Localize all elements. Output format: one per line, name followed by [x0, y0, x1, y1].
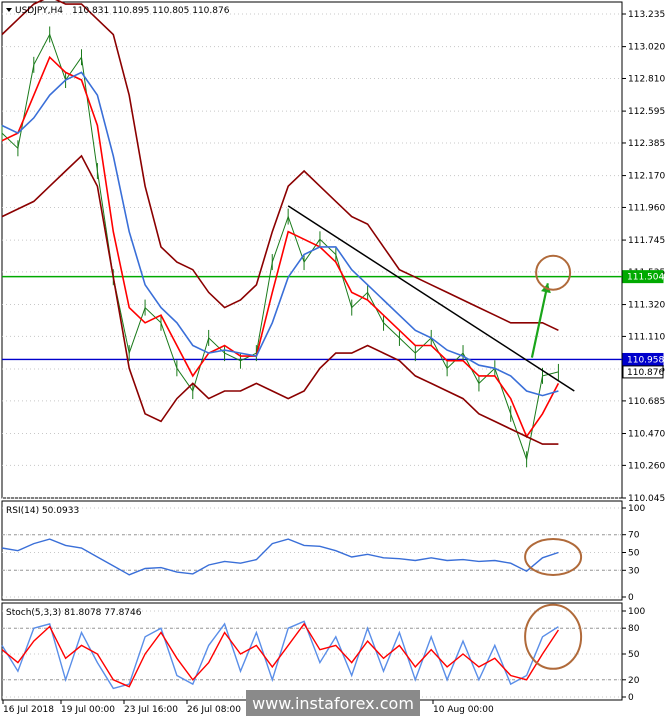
symbol-label: USDJPY,H4 — [15, 6, 63, 16]
y-tick-label: 111.960 — [628, 203, 665, 213]
resistance-price-label: 111.504 — [627, 273, 664, 283]
x-tick-label: 26 Jul 08:00 — [187, 705, 241, 715]
stoch-title: Stoch(5,3,3) 81.8078 77.8746 — [6, 608, 142, 618]
svg-text:www.instaforex.com: www.instaforex.com — [252, 694, 414, 713]
stoch-axis: 100 80 50 20 0 — [622, 607, 645, 703]
rsi-series-layer — [1, 537, 583, 576]
current-price-tag — [622, 365, 664, 379]
current-price-label: 110.876 — [627, 368, 664, 378]
y-tick-label: 111.110 — [628, 332, 665, 342]
y-tick-label: 110.685 — [628, 397, 665, 407]
y-tick-label: 111.745 — [628, 236, 665, 246]
series-rsi-14- — [1, 538, 559, 576]
y-tick-label: 100 — [628, 504, 645, 514]
price-series-layer — [1, 0, 622, 468]
rsi-highlight-circle — [524, 537, 583, 576]
y-tick-label: 30 — [628, 566, 640, 576]
y-tick-label: 110.045 — [628, 494, 665, 504]
watermark: www.instaforex.com — [246, 690, 420, 716]
rsi-title: RSI(14) 50.0933 — [6, 506, 79, 516]
time-axis: 16 Jul 2018 19 Jul 00:00 23 Jul 16:00 26 Ju… — [2, 700, 494, 715]
x-tick-label: 23 Jul 16:00 — [124, 705, 178, 715]
y-tick-label: 110.470 — [628, 430, 665, 440]
y-tick-label: 113.020 — [628, 43, 665, 53]
stoch-panel-frame[interactable] — [1, 602, 623, 701]
price-axis: 113.235 113.020 112.810 112.595 112.385 112.1… — [622, 10, 665, 504]
y-tick-label: 112.810 — [628, 74, 665, 84]
series--d — [1, 622, 559, 688]
stoch-highlight-circle — [524, 603, 583, 670]
y-tick-label: 20 — [628, 676, 640, 686]
y-tick-label: 112.595 — [628, 107, 665, 117]
y-tick-label: 0 — [628, 593, 634, 603]
rsi-panel-frame[interactable] — [1, 500, 623, 601]
y-tick-label: 0 — [628, 693, 634, 703]
x-tick-label: 10 Aug 00:00 — [433, 705, 494, 715]
y-tick-label: 111.320 — [628, 301, 665, 311]
trendline[interactable] — [287, 205, 575, 392]
series-ma-fast — [1, 55, 560, 439]
symbol-dropdown-icon[interactable] — [6, 8, 12, 12]
stoch-series-layer — [1, 603, 583, 690]
y-tick-label: 113.235 — [628, 10, 665, 20]
series-ma-slow — [1, 71, 559, 397]
y-tick-label: 50 — [628, 650, 640, 660]
ohlc-readout: 110.831 110.895 110.805 110.876 — [72, 6, 230, 16]
y-tick-label: 112.170 — [628, 172, 665, 182]
y-tick-label: 112.385 — [628, 139, 665, 149]
x-tick-label: 19 Jul 00:00 — [61, 705, 115, 715]
rsi-axis: 100 70 50 30 0 — [622, 504, 645, 603]
series-band-upper — [1, 0, 559, 332]
forecast-arrow — [530, 283, 549, 358]
x-tick-label: 16 Jul 2018 — [3, 705, 54, 715]
support-price-label: 110.958 — [627, 355, 664, 365]
series--k — [1, 620, 559, 690]
y-tick-label: 70 — [628, 531, 640, 541]
y-tick-label: 100 — [628, 607, 645, 617]
y-tick-label: 110.260 — [628, 461, 665, 471]
rsi-grid — [2, 507, 622, 598]
y-tick-label: 80 — [628, 624, 640, 634]
resistance-price-tag — [622, 270, 664, 284]
series-band-lower — [1, 154, 559, 445]
price-highlight-circle — [535, 254, 572, 291]
y-tick-label: 50 — [628, 549, 640, 559]
